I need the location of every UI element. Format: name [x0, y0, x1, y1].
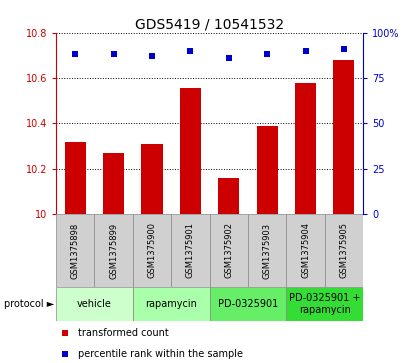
Bar	[256, 126, 278, 214]
Text: PD-0325901: PD-0325901	[218, 299, 278, 309]
Bar	[180, 88, 201, 214]
Bar	[65, 142, 86, 214]
Text: GSM1375905: GSM1375905	[339, 223, 349, 278]
Bar	[295, 83, 316, 214]
Bar	[325, 214, 363, 287]
Bar	[56, 287, 133, 321]
Bar	[142, 144, 163, 214]
Bar	[95, 214, 133, 287]
Bar	[56, 214, 95, 287]
Bar	[333, 60, 354, 214]
Text: rapamycin: rapamycin	[145, 299, 197, 309]
Text: transformed count: transformed count	[78, 328, 168, 338]
Text: vehicle: vehicle	[77, 299, 112, 309]
Bar	[171, 214, 210, 287]
Bar	[218, 178, 239, 214]
Text: GSM1375899: GSM1375899	[109, 223, 118, 278]
Text: GSM1375898: GSM1375898	[71, 223, 80, 278]
Bar	[133, 287, 210, 321]
Bar	[286, 287, 363, 321]
Text: GSM1375901: GSM1375901	[186, 223, 195, 278]
Text: GSM1375900: GSM1375900	[147, 223, 156, 278]
Text: protocol ►: protocol ►	[4, 299, 54, 309]
Bar	[210, 214, 248, 287]
Title: GDS5419 / 10541532: GDS5419 / 10541532	[135, 17, 284, 32]
Bar	[210, 287, 286, 321]
Text: GSM1375903: GSM1375903	[263, 223, 272, 278]
Bar	[248, 214, 286, 287]
Bar	[103, 153, 124, 214]
Text: percentile rank within the sample: percentile rank within the sample	[78, 349, 242, 359]
Text: GSM1375904: GSM1375904	[301, 223, 310, 278]
Bar	[286, 214, 325, 287]
Text: GSM1375902: GSM1375902	[224, 223, 233, 278]
Text: PD-0325901 +
rapamycin: PD-0325901 + rapamycin	[289, 293, 360, 315]
Bar	[133, 214, 171, 287]
